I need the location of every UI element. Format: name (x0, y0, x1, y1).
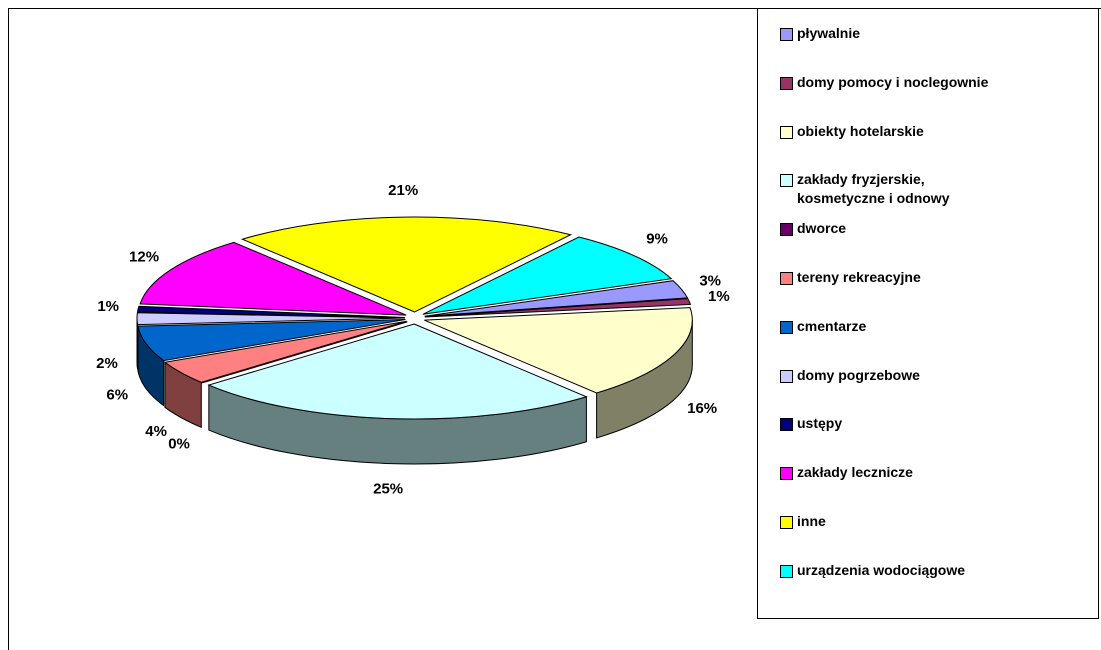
legend-item: zakłady fryzjerskie, kosmetyczne i odnow… (780, 171, 987, 208)
legend-label: domy pogrzebowe (797, 366, 920, 383)
data-label: 0% (168, 436, 190, 453)
legend-item: inne (780, 513, 826, 531)
legend-item: urządzenia wodociągowe (780, 561, 966, 580)
slice (139, 241, 407, 316)
slice (136, 305, 406, 318)
legend-item: domy pogrzebowe (780, 366, 920, 385)
legend-label: tereny rekreacyjne (797, 269, 921, 285)
slice (240, 216, 573, 313)
legend-swatch (780, 76, 793, 90)
legend-item: pływalnie (780, 25, 861, 43)
legend-label: ustępy (797, 415, 843, 432)
legend-swatch (780, 320, 793, 334)
legend-label: dworce (797, 220, 847, 237)
legend-swatch (780, 564, 793, 578)
data-label: 1% (708, 288, 730, 305)
legend-swatch (780, 418, 793, 432)
slice (207, 323, 588, 420)
slice (163, 320, 407, 383)
slice (137, 319, 406, 362)
data-label: 21% (388, 182, 418, 199)
data-label: 25% (373, 480, 403, 497)
slice (424, 298, 692, 318)
legend-label: pływalnie (797, 25, 861, 41)
data-label: 1% (97, 298, 119, 315)
legend-item: cmentarze (780, 317, 867, 336)
data-label: 12% (129, 249, 159, 266)
legend-label: urządzenia wodociągowe (797, 561, 966, 578)
legend-swatch (780, 516, 793, 529)
legend-item: domy pomocy i noclegownie (780, 73, 989, 92)
legend-label: domy pomocy i noclegownie (797, 73, 989, 90)
legend-label: cmentarze (797, 317, 867, 334)
data-label: 6% (106, 386, 128, 403)
slice (201, 321, 408, 384)
slice (422, 236, 673, 315)
data-label: 16% (687, 400, 717, 417)
legend-item: obiekty hotelarskie (780, 122, 924, 141)
data-label: 4% (145, 423, 167, 440)
slice (136, 312, 406, 326)
legend-label: zakłady lecznicze (797, 464, 913, 481)
legend-item: dworce (780, 220, 847, 238)
legend-label: zakłady fryzjerskie, kosmetyczne i odnow… (797, 171, 950, 207)
data-label: 2% (96, 355, 118, 372)
data-label: 9% (646, 230, 668, 247)
legend-swatch (780, 125, 793, 139)
legend-label: obiekty hotelarskie (797, 122, 924, 139)
legend-swatch (780, 272, 793, 285)
legend-item: ustępy (780, 415, 843, 433)
legend-swatch (780, 467, 793, 481)
legend: pływalnie domy pomocy i noclegownie obiekt… (757, 8, 1099, 619)
legend-swatch (780, 223, 793, 237)
legend-swatch (780, 28, 793, 41)
legend-swatch (780, 174, 793, 188)
pie: 3%1%16%25%0%4%6%2%1%12%21%9% (96, 182, 730, 497)
legend-item: zakłady lecznicze (780, 464, 913, 482)
legend-label: inne (797, 513, 826, 529)
legend-item: tereny rekreacyjne (780, 269, 921, 287)
slice (424, 307, 693, 394)
data-label: 3% (699, 273, 721, 290)
slice (424, 280, 689, 317)
legend-swatch (780, 369, 793, 383)
